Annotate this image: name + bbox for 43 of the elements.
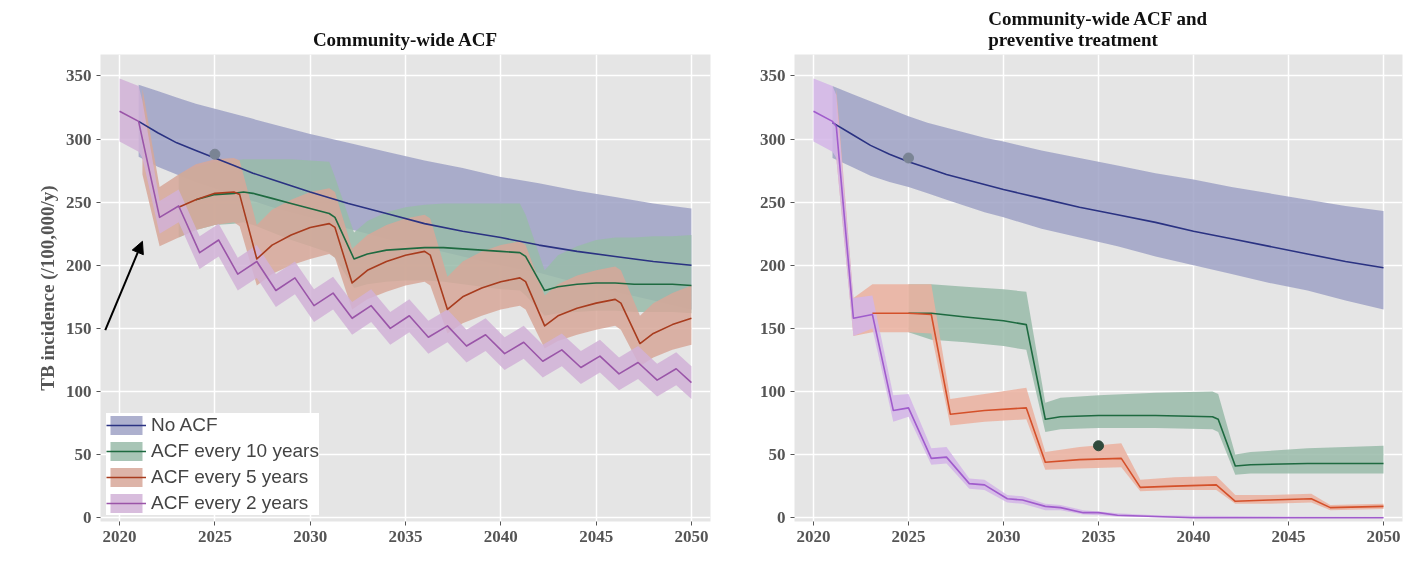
y-axis-title: TB incidence (/100,000/y): [37, 185, 59, 391]
line-series: [831, 121, 1385, 269]
y-tick-label: 150: [66, 318, 92, 338]
y-tick-label: 350: [760, 66, 786, 86]
x-tick-label: 2050: [1366, 526, 1401, 546]
chart-title: Community-wide ACF: [312, 28, 498, 50]
x-tick-label: 2020: [796, 526, 831, 546]
x-tick-label: 2035: [388, 526, 423, 546]
y-tick-label: 350: [66, 66, 92, 86]
x-tick-label: 2040: [1176, 526, 1211, 546]
line-series: [907, 312, 1385, 467]
x-tick-label: 2025: [197, 526, 232, 546]
y-tick-label: 0: [83, 508, 92, 528]
line-series: [118, 110, 693, 384]
legend-label: ACF every 2 years: [151, 491, 309, 515]
legend-label: ACF every 10 years: [151, 439, 319, 463]
x-tick-label: 2045: [579, 526, 614, 546]
legend-label: ACF every 5 years: [151, 465, 309, 489]
y-tick-label: 250: [66, 192, 92, 212]
y-tick-label: 50: [768, 445, 786, 465]
x-tick-label: 2050: [674, 526, 709, 546]
y-tick-label: 250: [760, 192, 786, 212]
y-tick-label: 100: [66, 382, 92, 401]
x-tick-label: 2035: [1081, 526, 1116, 546]
y-tick-label: 50: [74, 445, 92, 465]
chart-title: Community-wide ACF and preventive treatment: [988, 7, 1208, 50]
y-tick-label: 200: [760, 255, 786, 275]
line-series: [137, 120, 693, 267]
y-tick-label: 300: [760, 129, 786, 149]
y-tick-label: 150: [760, 318, 786, 338]
x-tick-label: 2025: [891, 526, 926, 546]
line-series: [871, 312, 1385, 509]
x-tick-label: 2040: [483, 526, 518, 546]
x-tick-label: 2030: [986, 526, 1021, 546]
legend-label: No ACF: [151, 413, 218, 437]
y-tick-label: 300: [66, 129, 92, 149]
y-tick-label: 100: [760, 382, 786, 401]
x-tick-label: 2030: [293, 526, 328, 546]
x-tick-label: 2045: [1271, 526, 1306, 546]
y-tick-label: 200: [66, 255, 92, 275]
y-tick-label: 0: [777, 508, 786, 528]
line-series: [177, 191, 693, 345]
x-tick-label: 2020: [102, 526, 137, 546]
